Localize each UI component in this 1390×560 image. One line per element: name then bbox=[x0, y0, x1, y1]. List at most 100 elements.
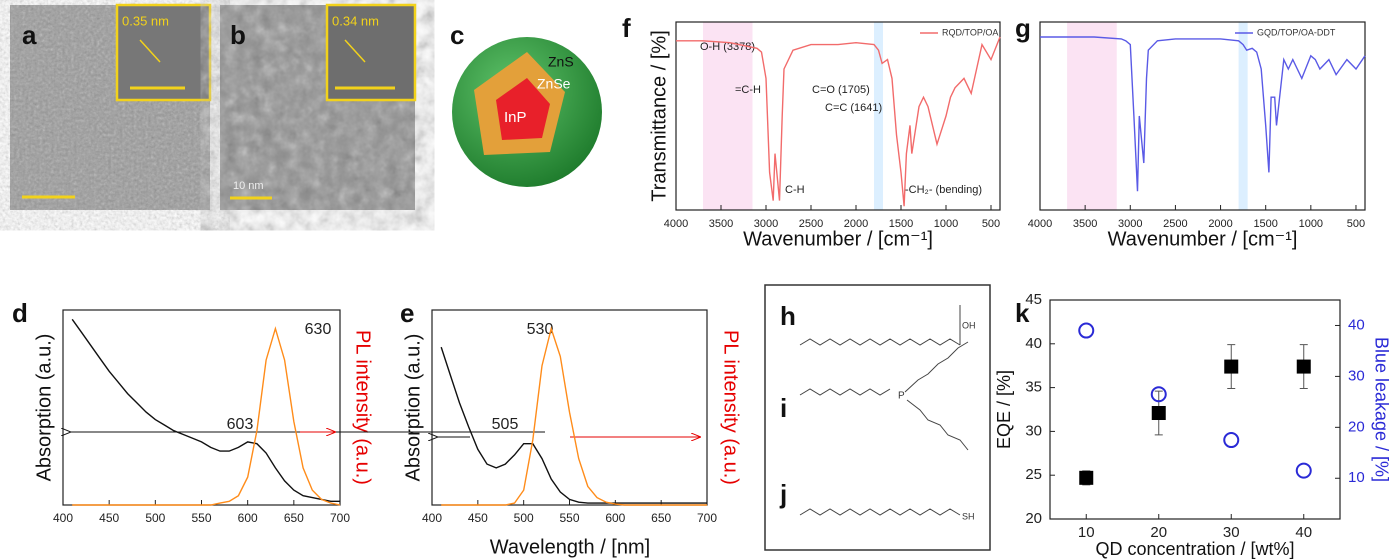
plot-frame bbox=[675, 21, 1001, 211]
y-tick-label: 35 bbox=[1025, 379, 1042, 396]
x-tick-label: 500 bbox=[514, 511, 534, 525]
x-tick-label: 10 bbox=[1078, 524, 1095, 541]
panel-label: f bbox=[622, 13, 631, 43]
y2-axis-label: PL intensity (a.u.) bbox=[720, 330, 742, 485]
y-tick-label: 25 bbox=[1025, 466, 1042, 483]
x-axis-label: QD concentration / [wt%] bbox=[1095, 539, 1294, 559]
panel-label: c bbox=[450, 20, 464, 50]
x-tick-label: 400 bbox=[53, 511, 73, 525]
highlight-band bbox=[1238, 22, 1248, 210]
inset-box bbox=[325, 3, 417, 102]
panel-label: b bbox=[230, 20, 246, 50]
x-tick-label: 3000 bbox=[1118, 218, 1142, 230]
y-axis-label: Absorption (a.u.) bbox=[402, 334, 424, 482]
structure-box bbox=[764, 284, 991, 551]
chart: e 400 450 500 550 600 650 700 Wavelength / [nm] A… bbox=[400, 298, 742, 558]
data-point bbox=[1223, 432, 1240, 449]
annotation: C=C (1641) bbox=[825, 102, 882, 114]
chart: f 4000 3500 3000 2500 2000 1500 1000 500 Wavenumb… bbox=[622, 13, 1001, 250]
data-point bbox=[1295, 462, 1312, 479]
annotation: -CH₂- (bending) bbox=[905, 184, 982, 196]
data-point bbox=[1224, 359, 1239, 374]
x-tick-label: 3000 bbox=[754, 218, 778, 230]
data-line bbox=[676, 36, 1001, 207]
x-tick-label: 1000 bbox=[934, 218, 958, 230]
x-tick-label: 500 bbox=[1347, 218, 1365, 230]
panel-label: e bbox=[400, 298, 414, 328]
plot-frame bbox=[62, 309, 341, 506]
fringe-marker bbox=[344, 39, 366, 63]
data-point bbox=[1150, 386, 1167, 403]
y2-axis-label: PL intensity (a.u.) bbox=[352, 330, 374, 485]
x-tick-label: 1500 bbox=[1253, 218, 1277, 230]
plot-frame bbox=[1039, 21, 1366, 211]
x-tick-label: 30 bbox=[1223, 524, 1240, 541]
panel-label: h bbox=[780, 301, 796, 331]
y-axis-label: Transmittance / [%] bbox=[648, 30, 670, 202]
x-axis-label: Wavenumber / [cm⁻¹] bbox=[743, 228, 933, 250]
annotation: 603 bbox=[227, 416, 254, 433]
annotation: 630 bbox=[305, 321, 332, 338]
layer-label: ZnS bbox=[548, 54, 574, 70]
annotation: O-H (3378) bbox=[700, 41, 755, 53]
plot-frame bbox=[431, 309, 708, 506]
data-point bbox=[1078, 322, 1095, 339]
highlight-band bbox=[703, 22, 753, 210]
data-line bbox=[441, 326, 707, 506]
x-tick-label: 650 bbox=[284, 511, 304, 525]
x-tick-label: 2500 bbox=[1163, 218, 1187, 230]
x-axis-label: Wavenumber / [cm⁻¹] bbox=[1108, 228, 1298, 250]
x-tick-label: 2000 bbox=[1208, 218, 1232, 230]
x-tick-label: 4000 bbox=[1028, 218, 1052, 230]
y2-tick-label: 20 bbox=[1348, 418, 1365, 435]
atom-label: OH bbox=[962, 320, 976, 330]
x-tick-label: 600 bbox=[238, 511, 258, 525]
atom-label: P bbox=[898, 391, 905, 402]
legend-label: GQD/TOP/OA-DDT bbox=[1257, 27, 1336, 37]
x-tick-label: 600 bbox=[605, 511, 625, 525]
carbon-chain bbox=[906, 399, 969, 451]
x-axis-label: Wavelength / [nm] bbox=[490, 536, 650, 558]
x-tick-label: 4000 bbox=[664, 218, 688, 230]
x-tick-label: 550 bbox=[559, 511, 579, 525]
panel-label: g bbox=[1015, 13, 1031, 43]
y2-tick-label: 30 bbox=[1348, 367, 1365, 384]
x-tick-label: 3500 bbox=[1073, 218, 1097, 230]
panel-label: k bbox=[1015, 298, 1030, 328]
annotation: C-H bbox=[785, 184, 805, 196]
chart: g 4000 3500 3000 2500 2000 1500 1000 500 Wavenumb… bbox=[1015, 13, 1366, 250]
carbon-chain bbox=[799, 508, 961, 516]
data-line bbox=[440, 346, 707, 504]
x-tick-label: 1000 bbox=[1299, 218, 1323, 230]
data-line bbox=[72, 326, 341, 506]
x-tick-label: 700 bbox=[330, 511, 350, 525]
highlight-band bbox=[1067, 22, 1117, 210]
atom-label: SH bbox=[962, 511, 975, 521]
y2-tick-label: 40 bbox=[1348, 316, 1365, 333]
data-point bbox=[1296, 359, 1311, 374]
y-tick-label: 45 bbox=[1025, 291, 1042, 308]
y2-tick-label: 10 bbox=[1348, 469, 1365, 486]
layer-label: InP bbox=[504, 109, 527, 126]
x-tick-label: 700 bbox=[697, 511, 717, 525]
chart: d 400 450 500 550 600 650 700 Absorption (a.u.) P… bbox=[12, 298, 545, 525]
x-tick-label: 2000 bbox=[844, 218, 868, 230]
panel-label: d bbox=[12, 298, 28, 328]
x-tick-label: 550 bbox=[191, 511, 211, 525]
x-tick-label: 500 bbox=[982, 218, 1000, 230]
data-point bbox=[1151, 406, 1166, 421]
data-line bbox=[71, 318, 340, 502]
scale-label: 10 nm bbox=[233, 180, 264, 192]
inset-box bbox=[115, 3, 212, 102]
annotation: 530 bbox=[527, 321, 554, 338]
x-tick-label: 450 bbox=[468, 511, 488, 525]
x-tick-label: 1500 bbox=[889, 218, 913, 230]
layer-label: ZnSe bbox=[537, 76, 571, 92]
y2-axis-label: Blue leakage / [%] bbox=[1371, 337, 1390, 482]
x-tick-label: 650 bbox=[651, 511, 671, 525]
carbon-chain bbox=[799, 388, 891, 396]
annotation: C=O (1705) bbox=[812, 84, 870, 96]
y-tick-label: 30 bbox=[1025, 422, 1042, 439]
inset-label: 0.35 nm bbox=[122, 13, 169, 28]
